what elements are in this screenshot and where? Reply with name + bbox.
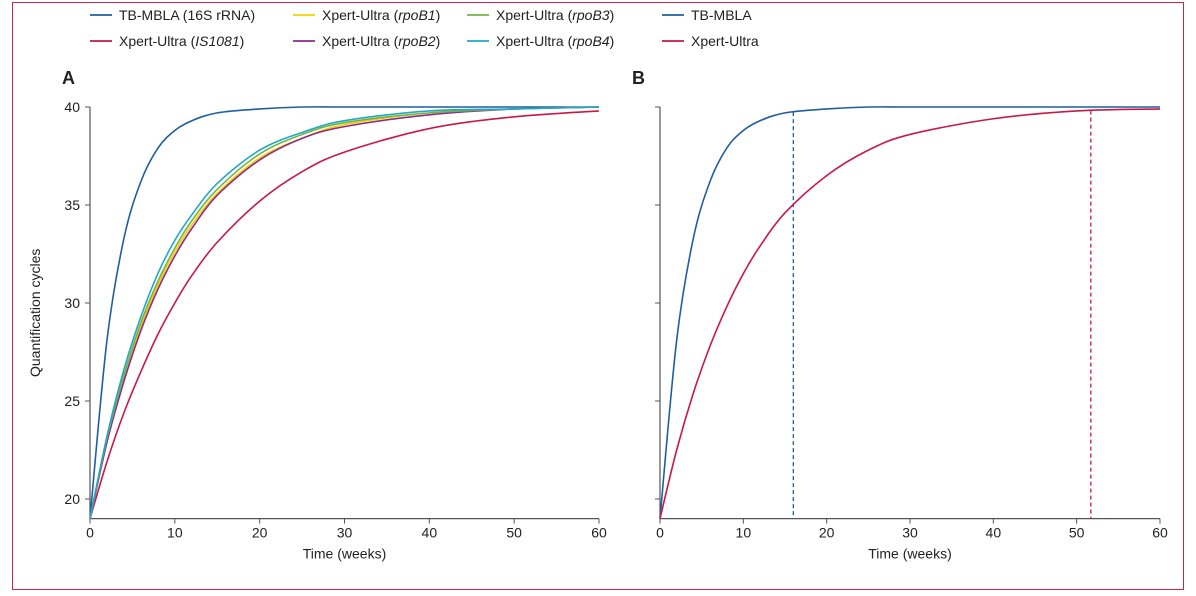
x-tick-label: 10 [167, 525, 183, 541]
panel-b: B 0 10 20 30 40 50 60 Time (weeks) [632, 68, 1168, 562]
x-tick-label: 20 [819, 525, 835, 541]
y-tick-label: 20 [64, 491, 80, 507]
y-tick-label: 25 [64, 393, 80, 409]
y-tick-label: 30 [64, 295, 80, 311]
legend: TB-MBLA (16S rRNA) Xpert-Ultra (IS1081) Xp… [90, 7, 759, 49]
legend-item: Xpert-Ultra (rpoB2) [293, 33, 440, 49]
series-line-0 [89, 106, 599, 519]
x-axis-label: Time (weeks) [868, 546, 952, 562]
legend-label: TB-MBLA (16S rRNA) [119, 7, 255, 23]
x-tick-label: 0 [86, 525, 94, 541]
series-line-5 [89, 106, 600, 519]
x-tick-label: 40 [986, 525, 1002, 541]
x-tick-label: 10 [736, 525, 752, 541]
legend-item: Xpert-Ultra (rpoB1) [293, 7, 440, 23]
x-tick-label: 50 [506, 525, 522, 541]
legend-label: Xpert-Ultra (IS1081) [119, 33, 244, 49]
x-tick-label: 30 [337, 525, 353, 541]
legend-label: Xpert-Ultra [691, 33, 759, 49]
series-line-0 [659, 106, 1160, 519]
y-axis-label: Quantification cycles [27, 249, 43, 377]
legend-item: Xpert-Ultra (IS1081) [90, 33, 244, 49]
series-line-1 [89, 110, 600, 519]
panel-a: A 0 10 20 30 40 50 60 20 25 30 35 40 Time (weeks) Quan… [27, 68, 607, 562]
series-line-1 [659, 108, 1161, 519]
legend-item: Xpert-Ultra (rpoB4) [467, 33, 614, 49]
series-line-4 [89, 106, 600, 519]
x-tick-label: 30 [902, 525, 918, 541]
series-line-3 [89, 106, 600, 519]
legend-label: Xpert-Ultra (rpoB4) [496, 33, 614, 49]
x-tick-label: 0 [656, 525, 664, 541]
legend-label: Xpert-Ultra (rpoB2) [322, 33, 440, 49]
y-tick-label: 35 [64, 197, 80, 213]
legend-item: TB-MBLA [662, 7, 752, 23]
y-tick-label: 40 [64, 99, 80, 115]
panel-label: A [62, 68, 75, 88]
legend-label: Xpert-Ultra (rpoB3) [496, 7, 614, 23]
legend-item: TB-MBLA (16S rRNA) [90, 7, 255, 23]
legend-item: Xpert-Ultra (rpoB3) [467, 7, 614, 23]
x-tick-label: 60 [591, 525, 607, 541]
legend-label: Xpert-Ultra (rpoB1) [322, 7, 440, 23]
x-axis-label: Time (weeks) [303, 546, 387, 562]
panel-label: B [632, 68, 645, 88]
x-tick-label: 40 [422, 525, 438, 541]
x-tick-label: 50 [1069, 525, 1085, 541]
x-tick-label: 60 [1152, 525, 1168, 541]
legend-label: TB-MBLA [691, 7, 752, 23]
figure-frame [12, 2, 1184, 590]
x-tick-label: 20 [252, 525, 268, 541]
legend-item: Xpert-Ultra [662, 33, 759, 49]
series-line-2 [89, 106, 600, 519]
